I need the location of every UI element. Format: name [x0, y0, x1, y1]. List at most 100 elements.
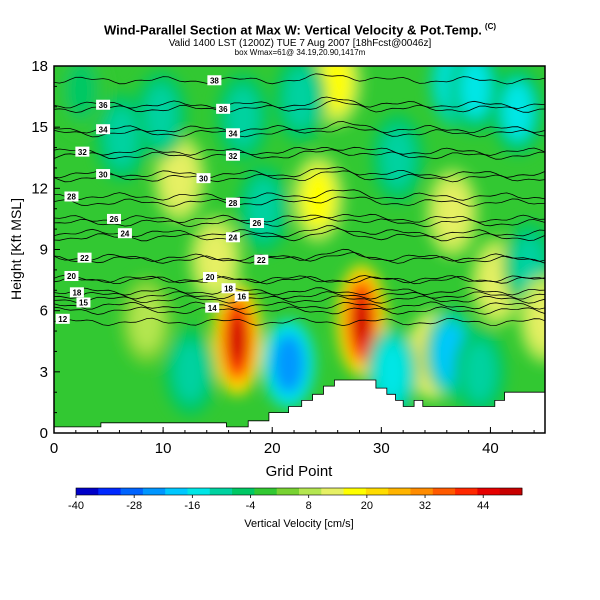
w-cell — [272, 333, 305, 394]
colorbar-label: Vertical Velocity [cm/s] — [244, 518, 353, 530]
w-cell — [501, 80, 534, 141]
theta-label-text: 32 — [78, 148, 87, 157]
theta-label: 34 — [225, 128, 240, 138]
chart-title: Wind-Parallel Section at Max W: Vertical… — [0, 22, 600, 37]
w-cell — [284, 68, 317, 129]
w-cell — [459, 66, 492, 119]
theta-label: 26 — [107, 213, 122, 224]
theta-label-box — [64, 191, 79, 202]
colorbar-swatch — [299, 488, 322, 495]
x-tick-label: 20 — [264, 440, 281, 457]
theta-contour-line — [54, 126, 545, 138]
theta-label-text: 15 — [79, 299, 88, 308]
theta-label: 12 — [55, 313, 70, 324]
y-tick-label: 6 — [40, 303, 48, 320]
colorbar-tick-label: 8 — [306, 500, 312, 512]
colorbar-tick-label: 44 — [477, 500, 489, 512]
colorbar-tick-label: 20 — [361, 500, 373, 512]
theta-label-text: 18 — [72, 289, 81, 298]
theta-label-text: 18 — [224, 284, 233, 293]
y-tick-label: 12 — [31, 180, 48, 197]
w-cell-core — [229, 314, 245, 365]
theta-label-box — [203, 272, 218, 283]
w-cell — [130, 290, 163, 351]
colorbar-swatch — [477, 488, 501, 495]
theta-label-box — [205, 302, 220, 313]
theta-label: 38 — [207, 75, 222, 86]
theta-label-box — [221, 283, 236, 294]
colorbar-swatch — [142, 488, 166, 495]
theta-label: 22 — [254, 254, 269, 265]
theta-label-text: 26 — [110, 215, 119, 224]
theta-label: 32 — [75, 146, 90, 157]
theta-contour-line — [54, 228, 545, 242]
chart-title-text: Wind-Parallel Section at Max W: Vertical… — [103, 22, 482, 38]
theta-label-text: 36 — [219, 105, 228, 114]
theta-label-text: 32 — [228, 152, 237, 161]
x-tick-label: 30 — [373, 440, 390, 457]
x-tick-label: 10 — [155, 440, 172, 457]
theta-label-box — [207, 75, 222, 86]
theta-label-text: 30 — [99, 170, 108, 179]
theta-label-text: 24 — [228, 233, 237, 242]
colorbar-swatch — [232, 488, 255, 495]
colorbar-swatch — [276, 488, 300, 495]
theta-label: 15 — [76, 297, 91, 308]
colorbar-swatch — [343, 488, 367, 495]
x-tick-label: 40 — [482, 440, 499, 457]
theta-label-text: 22 — [257, 256, 266, 265]
theta-contour-line — [54, 146, 545, 156]
theta-label-box — [64, 271, 79, 282]
theta-label-text: 22 — [80, 254, 89, 263]
theta-label-box — [76, 297, 91, 308]
theta-label-text: 20 — [67, 272, 76, 281]
theta-label-box — [216, 103, 231, 114]
w-cell — [463, 341, 496, 402]
y-tick-label: 3 — [40, 364, 48, 381]
theta-label-box — [107, 213, 122, 224]
theta-contour-line — [54, 216, 545, 228]
colorbar-swatch — [365, 488, 389, 495]
theta-contour-line — [54, 96, 545, 110]
w-cell — [381, 127, 414, 188]
theta-contour-line — [54, 213, 545, 224]
colorbar-tick-label: -28 — [126, 500, 142, 512]
theta-label: 14 — [205, 302, 220, 313]
theta-label: 20 — [203, 272, 218, 283]
colorbar-swatch — [499, 488, 523, 495]
colorbar-swatch — [432, 488, 456, 495]
terrain-mask — [53, 379, 546, 434]
theta-label-text: 28 — [67, 193, 76, 202]
theta-contour-line — [54, 189, 545, 201]
theta-label-box — [225, 197, 240, 208]
y-tick-label: 0 — [40, 425, 48, 442]
theta-label: 28 — [225, 197, 240, 208]
colorbar-swatch — [209, 488, 233, 495]
theta-contour-line — [54, 274, 545, 284]
theta-label: 32 — [225, 150, 240, 161]
w-cell — [302, 168, 335, 229]
theta-label-box — [96, 169, 111, 180]
theta-contour-line — [54, 166, 545, 179]
theta-label: 22 — [77, 252, 92, 263]
theta-contour-line — [54, 149, 545, 160]
theta-contour-line — [54, 196, 545, 207]
theta-contours — [54, 73, 545, 327]
w-cell — [174, 341, 207, 402]
theta-label: 34 — [96, 124, 111, 134]
w-cell — [163, 148, 196, 209]
w-cell — [247, 178, 280, 239]
colorbar-swatch — [76, 488, 99, 495]
colorbar-tick-label: 32 — [419, 500, 431, 512]
colorbar-swatch — [410, 488, 434, 495]
theta-label-box — [234, 291, 249, 302]
theta-label-box — [69, 287, 84, 298]
theta-label: 20 — [64, 271, 79, 282]
theta-label: 16 — [234, 291, 249, 302]
x-axis-label: Grid Point — [266, 463, 334, 480]
terrain — [53, 379, 546, 434]
theta-label-box — [254, 254, 269, 265]
theta-label: 24 — [117, 228, 132, 238]
